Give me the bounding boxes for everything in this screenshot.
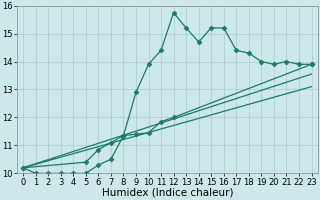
X-axis label: Humidex (Indice chaleur): Humidex (Indice chaleur) [101, 188, 233, 198]
